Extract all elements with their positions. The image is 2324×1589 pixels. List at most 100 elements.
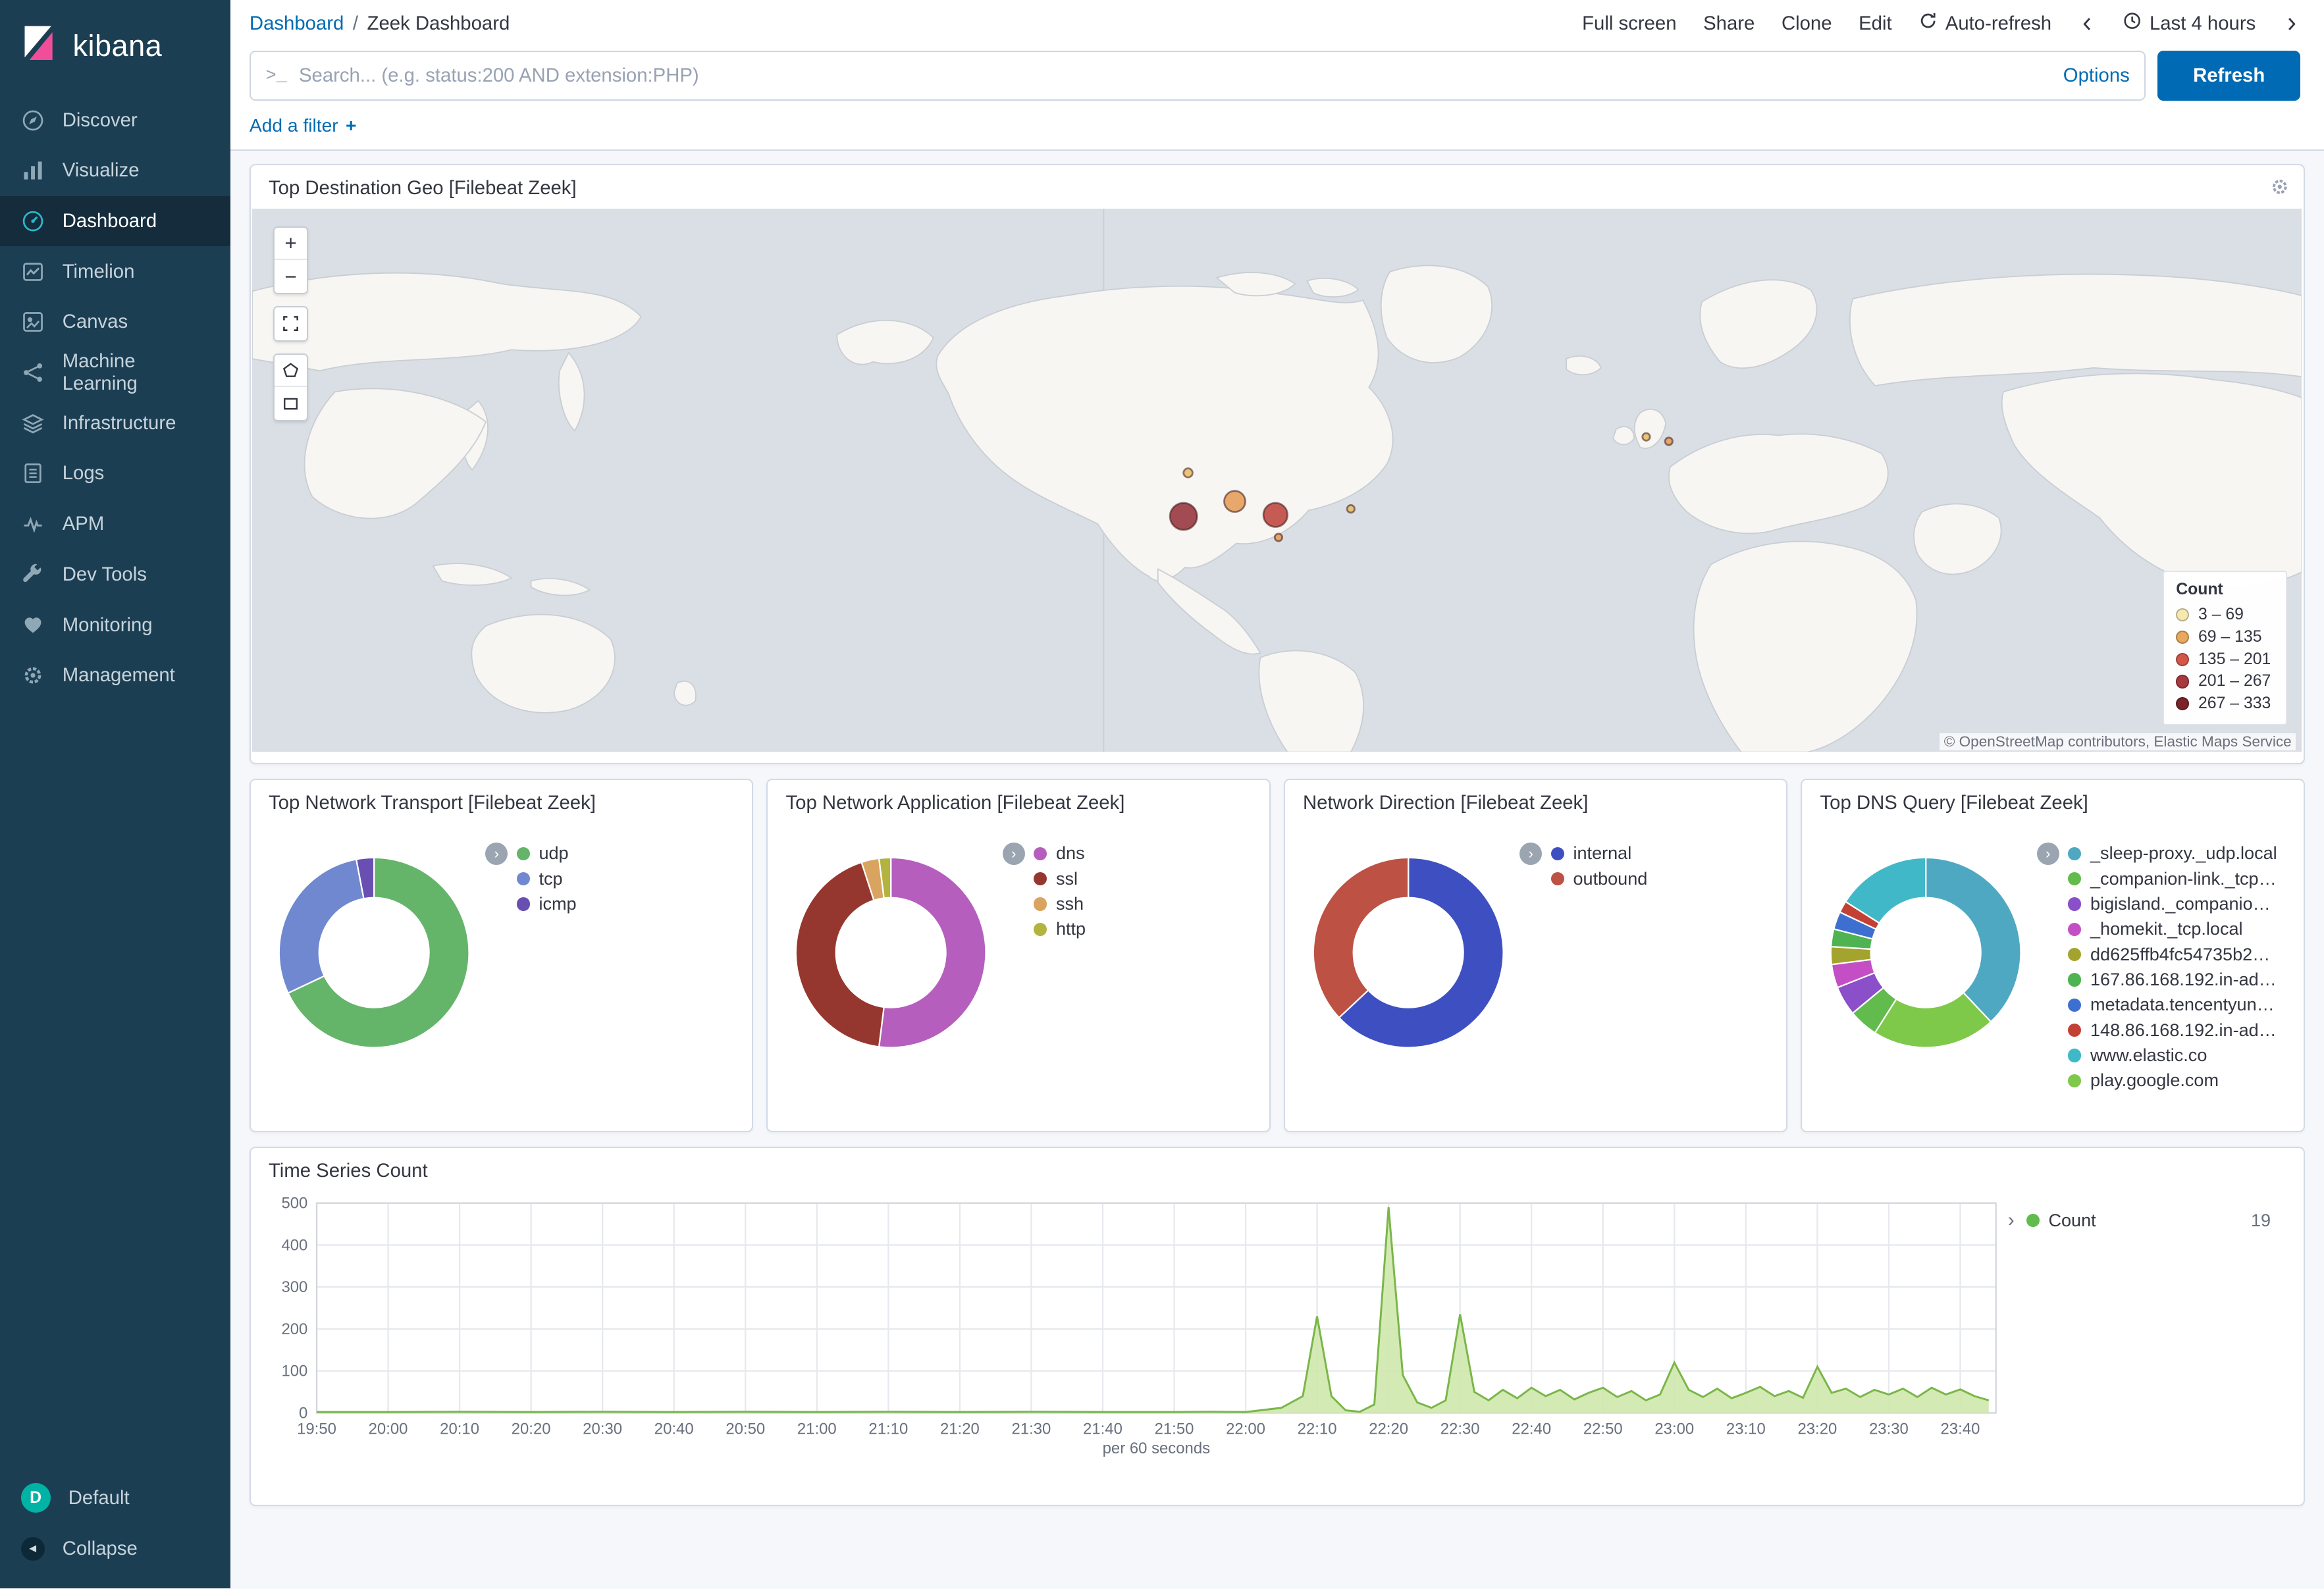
geo-marker[interactable] (1273, 533, 1284, 542)
sidebar-item-label: Machine Learning (62, 350, 138, 395)
legend-item-ssh[interactable]: ssh (1034, 891, 1086, 916)
legend-item-metadata-tencentyun[interactable]: metadata.tencentyun… (2068, 993, 2277, 1018)
auto-refresh-button[interactable]: Auto-refresh (1918, 11, 2051, 36)
donut-slice-outbound[interactable] (1312, 856, 1410, 1019)
legend-item-148-86-168-192-in-ad[interactable]: 148.86.168.192.in-ad… (2068, 1018, 2277, 1043)
svg-text:21:00: 21:00 (797, 1420, 837, 1438)
donut-slice-ssl[interactable] (795, 861, 885, 1048)
full-screen-button[interactable]: Full screen (1582, 13, 1677, 35)
svg-text:21:30: 21:30 (1011, 1420, 1051, 1438)
rectangle-draw-tool-icon[interactable] (274, 387, 307, 420)
sidebar-item-default-space[interactable]: D Default (0, 1473, 230, 1524)
legend-item-sleep-proxy-udp-local[interactable]: _sleep-proxy._udp.local (2068, 841, 2277, 866)
kibana-logo-icon (21, 24, 60, 68)
sidebar-item-infrastructure[interactable]: Infrastructure (0, 398, 230, 448)
legend-item-internal[interactable]: internal (1550, 841, 1648, 866)
edit-button[interactable]: Edit (1859, 13, 1892, 35)
zoom-out-button[interactable]: − (274, 260, 307, 294)
legend-expand-icon[interactable]: › (2036, 842, 2059, 865)
ts-svg[interactable]: 0 100 200 300 400 500 19:50 20:00 20:10 20:20 20:3… (263, 1194, 2002, 1458)
geo-marker[interactable] (1182, 467, 1194, 479)
sidebar-item-dashboard[interactable]: Dashboard (0, 195, 230, 247)
sidebar-item-label: Dashboard (62, 210, 157, 232)
legend-item-play-google-com[interactable]: play.google.com (2068, 1068, 2277, 1093)
donut-slice-internal[interactable] (1338, 856, 1504, 1049)
sidebar-item-visualize[interactable]: Visualize (0, 145, 230, 196)
legend-expand-icon[interactable]: › (1002, 842, 1025, 865)
map-attribution: © OpenStreetMap contributors, Elastic Ma… (1939, 733, 2296, 751)
sidebar-item-monitoring[interactable]: Monitoring (0, 600, 230, 650)
breadcrumb-current: Zeek Dashboard (367, 13, 510, 35)
fit-bounds-icon[interactable] (274, 307, 307, 340)
legend-item-167-86-168-192-in-ad[interactable]: 167.86.168.192.in-ad… (2068, 967, 2277, 992)
geo-marker[interactable] (1169, 502, 1198, 531)
legend-item-http[interactable]: http (1034, 917, 1086, 942)
legend-item-udp[interactable]: udp (516, 841, 577, 866)
search-input[interactable] (298, 65, 2051, 88)
legend-dot (1034, 872, 1047, 886)
geo-marker[interactable] (1262, 502, 1289, 528)
breadcrumb-dashboard-link[interactable]: Dashboard (249, 13, 344, 35)
sidebar-item-discover[interactable]: Discover (0, 95, 230, 145)
map-legend-item: 201 – 267 (2176, 671, 2271, 693)
world-map[interactable] (252, 208, 2302, 752)
refresh-button[interactable]: Refresh (2157, 50, 2300, 101)
donut-slice-dns[interactable] (878, 856, 988, 1049)
legend-item-tcp[interactable]: tcp (516, 866, 577, 891)
legend-item-www-elastic-co[interactable]: www.elastic.co (2068, 1043, 2277, 1068)
dns-donut-chart[interactable] (1814, 841, 2037, 1064)
sidebar-item-collapse[interactable]: ◄ Collapse (0, 1523, 230, 1574)
legend-item-homekit-tcp-local[interactable]: _homekit._tcp.local (2068, 917, 2277, 942)
donut-slice-sleep-proxy-udp-local[interactable] (1924, 856, 2022, 1023)
map-legend-item: 3 – 69 (2176, 604, 2271, 626)
legend-expand-icon[interactable]: › (485, 842, 508, 865)
time-prev-button[interactable] (2078, 15, 2096, 33)
donut-slice-tcp[interactable] (278, 858, 365, 994)
donut-slice-udp[interactable] (286, 856, 470, 1049)
legend-expand-icon[interactable]: › (1519, 842, 1543, 865)
panel-title: Top Network Transport [Filebeat Zeek] (268, 792, 596, 814)
geo-marker[interactable] (1346, 504, 1356, 513)
panel-time-series-count: Time Series Count 0 100 200 300 400 500 19:50 2… (249, 1147, 2305, 1507)
sidebar-item-machine-learning[interactable]: Machine Learning (0, 348, 230, 398)
ts-legend-label[interactable]: Count (2048, 1210, 2096, 1230)
direction-donut-chart[interactable] (1297, 841, 1519, 1064)
sidebar-item-logs[interactable]: Logs (0, 448, 230, 499)
transport-donut-chart[interactable] (263, 841, 485, 1064)
donut-slice-http[interactable] (878, 856, 892, 899)
sidebar-item-management[interactable]: Management (0, 650, 230, 701)
sidebar-item-canvas[interactable]: Canvas (0, 297, 230, 348)
legend-item-dd625ffb4fc54735b2[interactable]: dd625ffb4fc54735b2… (2068, 942, 2277, 967)
legend-item-icmp[interactable]: icmp (516, 891, 577, 916)
panel-options-gear-icon[interactable] (2269, 176, 2290, 203)
add-filter-link[interactable]: Add a filter (249, 114, 338, 136)
time-range-picker[interactable]: Last 4 hours (2123, 11, 2256, 36)
geo-marker[interactable] (1641, 432, 1651, 442)
share-button[interactable]: Share (1703, 13, 1755, 35)
legend-expand-icon[interactable]: › (2007, 1209, 2015, 1232)
legend-item-bigisland-companio[interactable]: bigisland._companio… (2068, 891, 2277, 916)
clone-button[interactable]: Clone (1781, 13, 1832, 35)
legend-item-ssl[interactable]: ssl (1034, 866, 1086, 891)
donut-slice-icmp[interactable] (355, 856, 375, 900)
time-next-button[interactable] (2283, 15, 2300, 33)
geo-marker[interactable] (1223, 490, 1247, 513)
legend-item-dns[interactable]: dns (1034, 841, 1086, 866)
add-filter-plus-icon[interactable]: + (345, 114, 357, 136)
sidebar-item-timelion[interactable]: Timelion (0, 246, 230, 297)
options-link[interactable]: Options (2063, 65, 2130, 87)
polygon-draw-tool-icon[interactable] (274, 354, 307, 388)
legend-item-outbound[interactable]: outbound (1550, 866, 1647, 891)
application-donut-chart[interactable] (779, 841, 1002, 1064)
legend-dot (1550, 847, 1564, 860)
zoom-in-button[interactable]: + (274, 227, 307, 261)
time-series-chart[interactable]: 0 100 200 300 400 500 19:50 20:00 20:10 20:20 20:3… (263, 1194, 2002, 1458)
sidebar-item-apm[interactable]: APM (0, 499, 230, 550)
sidebar-item-dev-tools[interactable]: Dev Tools (0, 550, 230, 600)
geo-marker[interactable] (1664, 436, 1674, 446)
donut-slice-play-google-com[interactable] (1873, 991, 1992, 1049)
svg-text:21:50: 21:50 (1155, 1420, 1194, 1438)
donut-slice-www-elastic-co[interactable] (1844, 856, 1926, 924)
legend-item-companion-link-tcp[interactable]: _companion-link._tcp… (2068, 866, 2277, 891)
kibana-logo[interactable]: kibana (0, 0, 230, 95)
